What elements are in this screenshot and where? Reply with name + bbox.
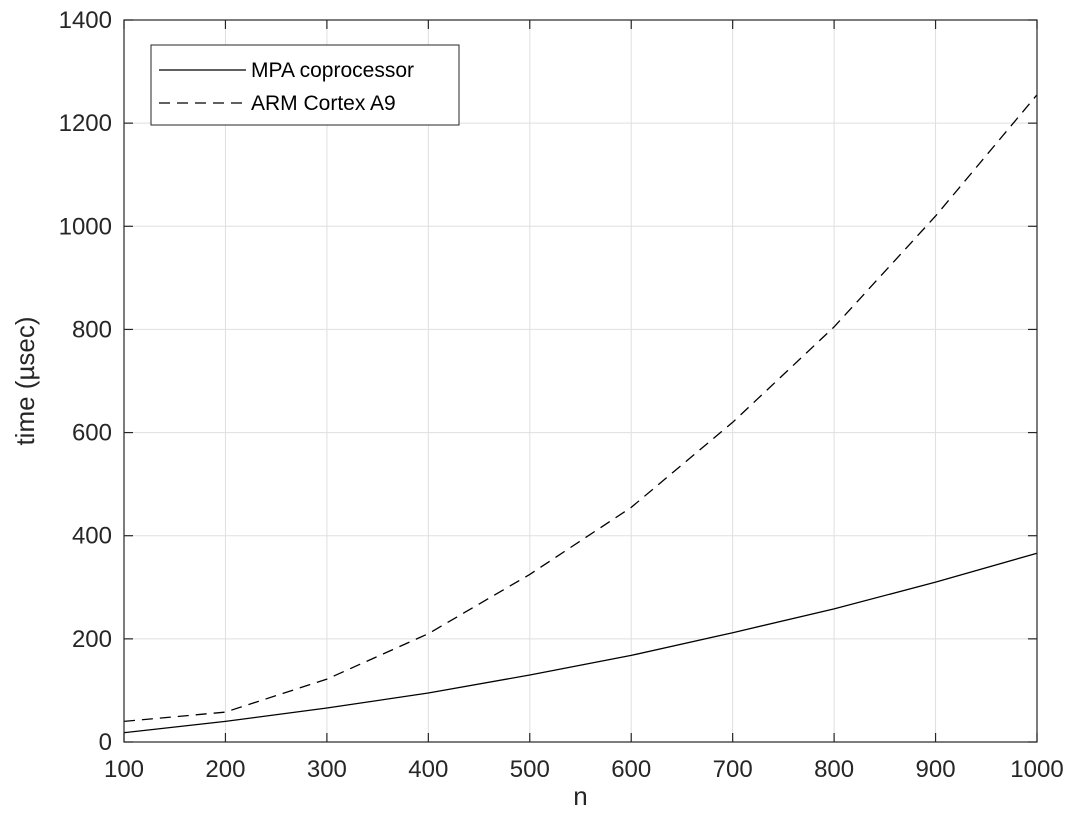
x-tick-label: 300	[307, 756, 347, 783]
legend-box	[150, 44, 460, 126]
x-tick-label: 800	[814, 756, 854, 783]
y-tick-label: 1000	[59, 213, 112, 240]
x-tick-label: 500	[510, 756, 550, 783]
x-tick-labels: 100 200 300 400 500 600 700 800 900 1000	[104, 756, 1064, 783]
series-line-1	[123, 94, 1038, 723]
y-tick-label: 0	[99, 729, 112, 756]
y-tick-label: 600	[72, 420, 112, 447]
series-line-0	[123, 552, 1038, 734]
plot-area-frame	[123, 19, 1038, 743]
legend: MPA coprocessor ARM Cortex A9	[150, 44, 460, 126]
series-lines	[123, 94, 1038, 734]
grid	[123, 19, 1038, 743]
legend-label-mpa: MPA coprocessor	[251, 59, 414, 82]
y-tick-label: 400	[72, 523, 112, 550]
y-tick-label: 1400	[59, 7, 112, 34]
x-tick-label: 100	[104, 756, 144, 783]
y-axis-label: time (µsec)	[10, 316, 40, 445]
x-tick-label: 900	[916, 756, 956, 783]
legend-label-arm: ARM Cortex A9	[251, 92, 396, 115]
x-tick-label: 1000	[1010, 756, 1063, 783]
y-tick-labels: 0 200 400 600 800 1000 1200 1400	[59, 7, 112, 756]
axis-ticks	[123, 19, 1038, 743]
y-tick-label: 200	[72, 626, 112, 653]
x-tick-label: 700	[713, 756, 753, 783]
x-tick-label: 600	[611, 756, 651, 783]
x-tick-label: 400	[408, 756, 448, 783]
y-tick-label: 1200	[59, 110, 112, 137]
x-tick-label: 200	[205, 756, 245, 783]
y-tick-label: 800	[72, 316, 112, 343]
x-axis-label: n	[573, 781, 587, 811]
